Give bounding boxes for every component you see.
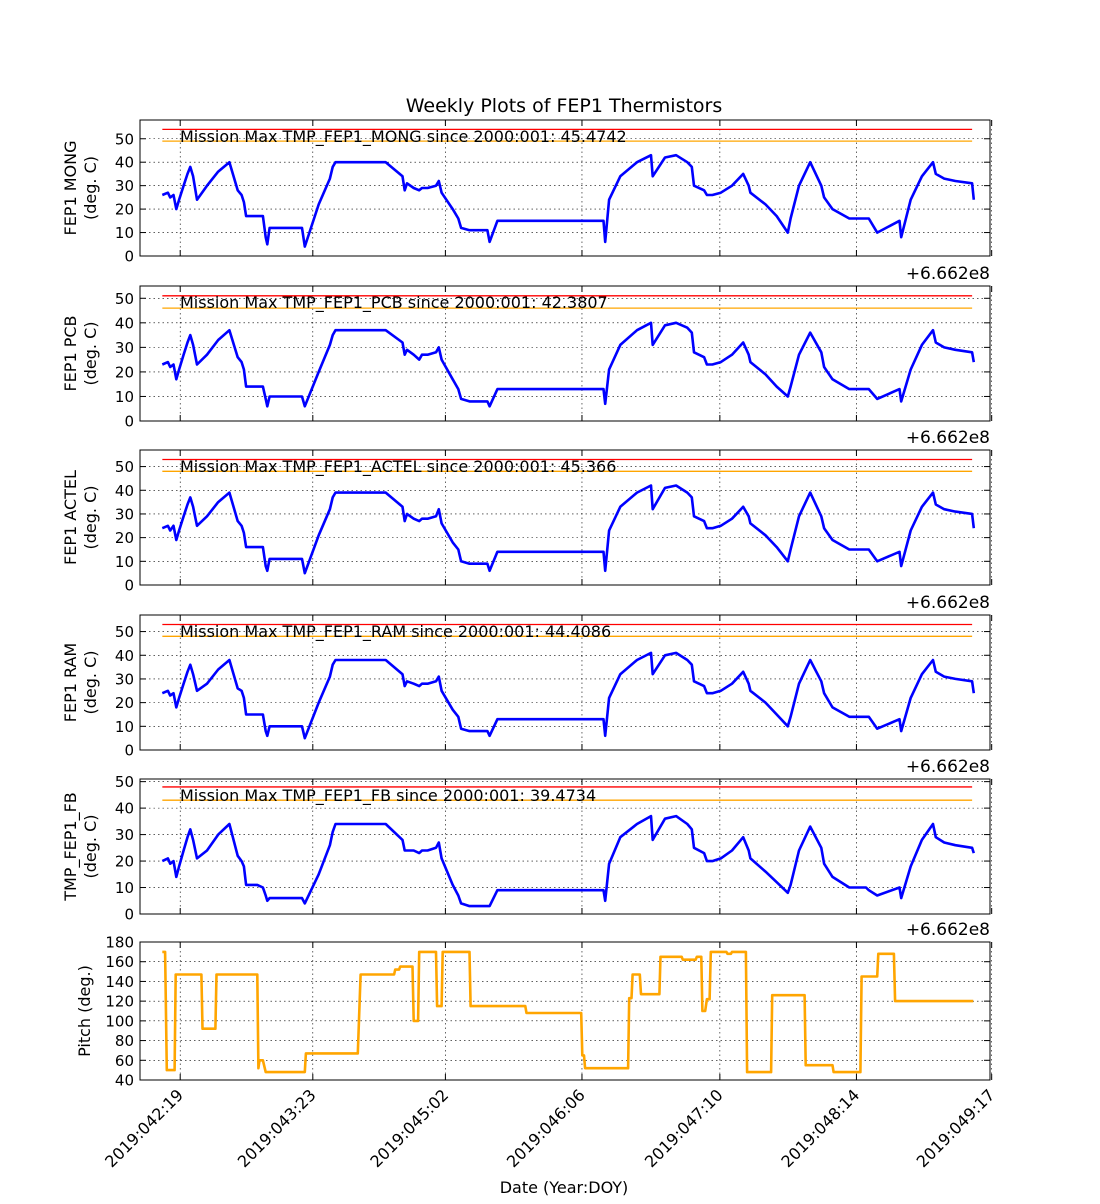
offset-text: +6.662e8 [906,428,990,448]
y-axis-label: (deg. C) [81,815,100,879]
y-axis-label: FEP1 ACTEL [61,470,80,565]
y-tick-label: 0 [124,906,134,924]
mission-max-annotation: Mission Max TMP_FEP1_FB since 2000:001: … [180,786,596,806]
y-tick-label: 10 [115,553,134,571]
y-tick-label: 140 [105,973,134,991]
series-line-fb [161,814,976,908]
y-tick-label: 10 [115,718,134,736]
panel-pcb: 0 10 20 30 40 50 FEP1 PCB (deg. C) Mission Max T… [61,264,993,431]
panel-fb: 0 10 20 30 40 50 TMP_FEP1_FB (deg. C) Mission Ma… [61,757,993,924]
panel-ram: 0 10 20 30 40 50 FEP1 RAM (deg. C) Mission Max T… [61,593,993,760]
y-tick-label: 20 [115,363,134,381]
y-tick-label: 50 [115,290,134,308]
y-tick-label: 40 [115,314,134,332]
y-tick-label: 20 [115,201,134,219]
y-tick-label: 30 [115,339,134,357]
axes-frame [139,941,991,1081]
series-line-pitch [162,950,974,1074]
y-tick-label: 60 [115,1052,134,1070]
mission-max-annotation: Mission Max TMP_FEP1_ACTEL since 2000:00… [180,457,616,477]
series-line-pcb [161,321,976,408]
y-axis-label: FEP1 MONG [61,141,80,236]
y-tick-label: 0 [124,248,134,266]
y-tick-label: 120 [105,993,134,1011]
axes-frame [139,285,991,422]
offset-text: +6.662e8 [906,757,990,777]
axes-frame [139,778,991,915]
panel-actel: 0 10 20 30 40 50 FEP1 ACTEL (deg. C) Mission Max… [61,428,993,595]
y-tick-label: 50 [115,458,134,476]
axes-frame [139,119,991,257]
offset-text: +6.662e8 [906,264,990,284]
y-tick-label: 160 [105,953,134,971]
mission-max-annotation: Mission Max TMP_FEP1_RAM since 2000:001:… [180,622,611,642]
y-axis-label: (deg. C) [81,156,100,220]
offset-text: +6.662e8 [906,920,990,940]
y-tick-label: 50 [115,623,134,641]
y-tick-label: 20 [115,853,134,871]
x-axis-label: Date (Year:DOY) [500,1178,629,1197]
y-tick-label: 10 [115,388,134,406]
y-axis-label: Pitch (deg.) [75,965,94,1057]
y-axis-label: FEP1 RAM [61,643,80,722]
y-axis-label: (deg. C) [81,322,100,386]
y-tick-label: 40 [115,482,134,500]
axes-frame [139,614,991,751]
y-tick-label: 30 [115,177,134,195]
mission-max-annotation: Mission Max TMP_FEP1_MONG since 2000:001… [180,127,627,147]
y-axis-label: FEP1 PCB [61,315,80,391]
y-tick-label: 20 [115,529,134,547]
y-tick-label: 30 [115,670,134,688]
y-tick-label: 20 [115,694,134,712]
y-tick-label: 0 [124,742,134,760]
mission-max-annotation: Mission Max TMP_FEP1_PCB since 2000:001:… [180,293,608,313]
offset-text: +6.662e8 [906,593,990,613]
series-line-ram [161,651,976,740]
y-tick-label: 50 [115,773,134,791]
y-tick-label: 40 [115,1072,134,1090]
y-tick-label: 50 [115,130,134,148]
y-tick-label: 40 [115,154,134,172]
y-axis-label: (deg. C) [81,651,100,715]
y-tick-label: 40 [115,800,134,818]
series-line-actel [161,484,976,575]
axes-frame [139,449,991,586]
y-axis-label: (deg. C) [81,486,100,550]
y-axis-label: TMP_FEP1_FB [61,792,81,902]
series-line-mong [161,153,976,248]
y-tick-label: 80 [115,1032,134,1050]
panel-mong: 0 10 20 30 40 50 FEP1 MONG (deg. C) Mission Max … [61,119,993,266]
y-tick-label: 180 [105,934,134,952]
y-tick-label: 100 [105,1012,134,1030]
y-tick-label: 40 [115,647,134,665]
figure-title: Weekly Plots of FEP1 Thermistors [406,95,723,117]
y-tick-label: 30 [115,826,134,844]
y-tick-label: 0 [124,413,134,431]
y-tick-label: 10 [115,224,134,242]
y-tick-label: 10 [115,879,134,897]
y-tick-label: 30 [115,505,134,523]
y-tick-label: 0 [124,577,134,595]
